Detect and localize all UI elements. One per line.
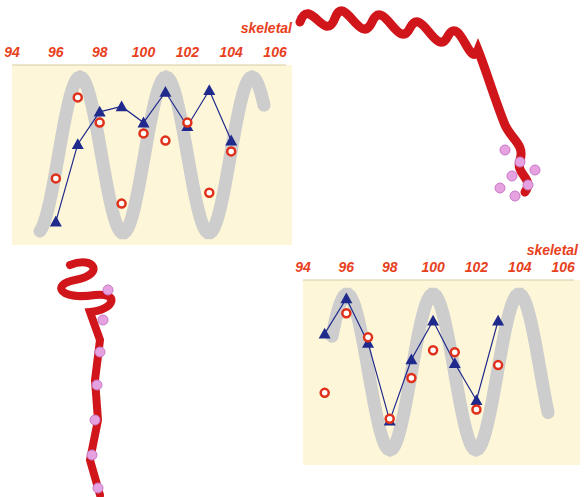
svg-text:98: 98 xyxy=(382,259,398,275)
svg-text:100: 100 xyxy=(421,259,445,275)
svg-text:96: 96 xyxy=(48,44,64,60)
svg-text:96: 96 xyxy=(339,259,355,275)
svg-text:104: 104 xyxy=(508,259,532,275)
html-text:skeletal: skeletal xyxy=(240,20,292,36)
svg-text:104: 104 xyxy=(220,44,244,60)
svg-text:106: 106 xyxy=(263,44,287,60)
svg-text:94: 94 xyxy=(4,44,20,60)
html-text:skeletal: skeletal xyxy=(526,242,578,258)
svg-text:100: 100 xyxy=(132,44,156,60)
svg-text:98: 98 xyxy=(92,44,108,60)
svg-text:102: 102 xyxy=(176,44,200,60)
svg-text:94: 94 xyxy=(295,259,311,275)
svg-text:102: 102 xyxy=(465,259,489,275)
svg-text:106: 106 xyxy=(551,259,575,275)
